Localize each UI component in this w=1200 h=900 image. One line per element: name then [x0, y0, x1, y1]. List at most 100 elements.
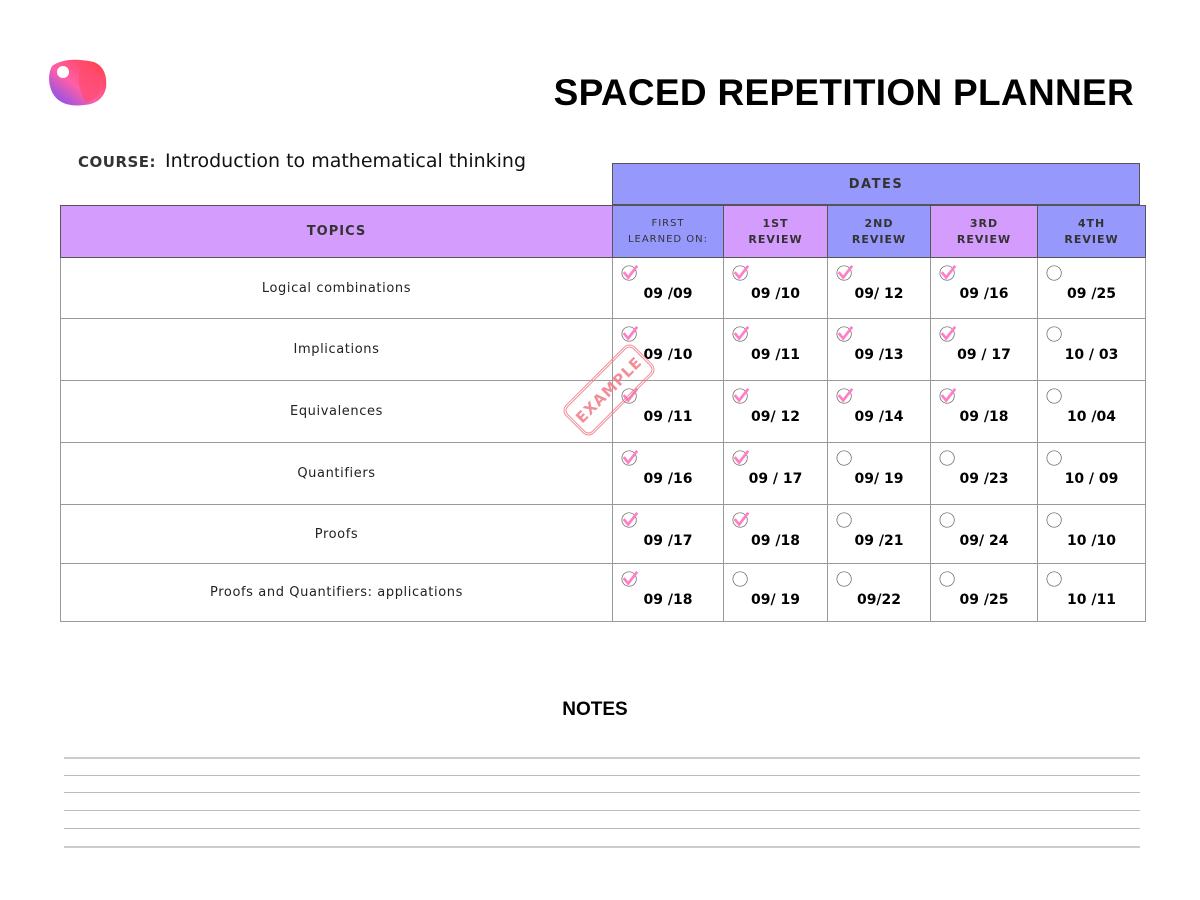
date-cell: 09 /10 [612, 318, 724, 381]
checked-circle-icon[interactable] [621, 570, 639, 588]
empty-circle-icon[interactable] [1046, 387, 1064, 405]
date-cell: 09 /25 [1037, 257, 1146, 319]
date-cell: 09 /09 [612, 257, 724, 319]
column-header-line1: 2ND [864, 216, 894, 230]
note-line [64, 757, 1140, 759]
date-cell: 09 /18 [723, 504, 828, 564]
checked-circle-icon[interactable] [732, 264, 750, 282]
column-header: 1ST REVIEW [723, 205, 828, 258]
checked-circle-icon[interactable] [732, 511, 750, 529]
date-cell: 09 /11 [612, 380, 724, 443]
topic-cell: Equivalences [60, 380, 613, 443]
date-cell: 09 /18 [930, 380, 1038, 443]
checked-circle-icon[interactable] [836, 387, 854, 405]
review-date: 09 /18 [751, 533, 800, 549]
topic-cell: Implications [60, 318, 613, 381]
empty-circle-icon[interactable] [1046, 325, 1064, 343]
review-date: 09 /16 [959, 286, 1009, 302]
empty-circle-icon[interactable] [1046, 511, 1064, 529]
empty-circle-icon[interactable] [939, 511, 957, 529]
date-cell: 09 /14 [827, 380, 931, 443]
date-cell: 09 /18 [612, 563, 724, 622]
review-date: 09 /17 [643, 533, 693, 549]
empty-circle-icon[interactable] [939, 570, 957, 588]
review-date: 09 /25 [959, 592, 1009, 608]
empty-circle-icon[interactable] [1046, 449, 1064, 467]
review-date: 09/ 19 [854, 471, 904, 487]
date-cell: 09/ 12 [723, 380, 828, 443]
date-cell: 09 /10 [723, 257, 828, 319]
review-date: 09 /16 [643, 471, 693, 487]
date-cell: 10 /10 [1037, 504, 1146, 564]
checked-circle-icon[interactable] [621, 387, 639, 405]
table-row: Implications 09 /10 09 /11 09 /13 09 / 17 10 … [60, 318, 1146, 381]
date-cell: 09 /11 [723, 318, 828, 381]
checked-circle-icon[interactable] [939, 387, 957, 405]
review-date: 09/22 [856, 592, 902, 608]
logo [49, 59, 107, 106]
checked-circle-icon[interactable] [621, 325, 639, 343]
date-cell: 10 /04 [1037, 380, 1146, 443]
checked-circle-icon[interactable] [621, 264, 639, 282]
table-row: Logical combinations 09 /09 09 /10 09/ 12 09… [60, 257, 1146, 319]
note-line [64, 792, 1140, 793]
date-cell: 09 /21 [827, 504, 931, 564]
date-cell: 09/22 [827, 563, 931, 622]
checked-circle-icon[interactable] [732, 387, 750, 405]
checked-circle-icon[interactable] [836, 264, 854, 282]
empty-circle-icon[interactable] [836, 511, 854, 529]
checked-circle-icon[interactable] [836, 325, 854, 343]
column-header: 3RD REVIEW [930, 205, 1038, 258]
table-row: Equivalences 09 /11 09/ 12 09 /14 09 /18 10 /… [60, 380, 1146, 443]
review-date: 09 /11 [751, 347, 800, 363]
empty-circle-icon[interactable] [1046, 264, 1064, 282]
date-cell: 09 /16 [612, 442, 724, 505]
checked-circle-icon[interactable] [732, 449, 750, 467]
note-line [64, 846, 1140, 848]
checked-circle-icon[interactable] [621, 511, 639, 529]
note-line [64, 810, 1140, 811]
checked-circle-icon[interactable] [939, 325, 957, 343]
review-date: 10 /04 [1067, 409, 1116, 425]
checked-circle-icon[interactable] [621, 449, 639, 467]
review-date: 10 / 09 [1064, 471, 1119, 487]
review-date: 09 /10 [643, 347, 693, 363]
review-date: 09/ 12 [854, 286, 904, 302]
empty-circle-icon[interactable] [836, 449, 854, 467]
column-header-line1: 3RD [969, 216, 999, 230]
table-row: Quantifiers 09 /16 09 / 17 09/ 19 09 /23 10 /… [60, 442, 1146, 505]
review-date: 10 / 03 [1064, 347, 1119, 363]
review-date: 09 /18 [959, 409, 1009, 425]
review-date: 09 /25 [1067, 286, 1116, 302]
notes-title: NOTES [562, 699, 628, 720]
date-cell: 09/ 24 [930, 504, 1038, 564]
empty-circle-icon[interactable] [1046, 570, 1064, 588]
date-cell: 09 / 17 [930, 318, 1038, 381]
checked-circle-icon[interactable] [732, 325, 750, 343]
review-date: 09 /13 [854, 347, 904, 363]
empty-circle-icon[interactable] [939, 449, 957, 467]
topic-cell: Proofs [60, 504, 613, 564]
date-cell: 09 /23 [930, 442, 1038, 505]
review-date: 09 / 17 [748, 471, 803, 487]
date-cell: 09/ 19 [723, 563, 828, 622]
column-header-line1: 1ST [762, 216, 789, 230]
topic-cell: Logical combinations [60, 257, 613, 319]
empty-circle-icon[interactable] [732, 570, 750, 588]
column-header-line2: REVIEW [956, 232, 1012, 246]
review-date: 09/ 12 [751, 409, 800, 425]
review-date: 09 /10 [751, 286, 800, 302]
checked-circle-icon[interactable] [939, 264, 957, 282]
page-title: SPACED REPETITION PLANNER [553, 72, 1134, 113]
review-date: 10 /11 [1067, 592, 1116, 608]
course-label: COURSE: [78, 153, 157, 171]
table-row: Proofs 09 /17 09 /18 09 /21 09/ 24 10 /10 [60, 504, 1146, 564]
column-header-line2: REVIEW [748, 232, 803, 246]
column-header-line2: LEARNED ON: [627, 233, 709, 245]
review-date: 09 /18 [643, 592, 693, 608]
topic-cell: Proofs and Quantifiers: applications [60, 563, 613, 622]
date-cell: 09 /16 [930, 257, 1038, 319]
date-cell: 09 / 17 [723, 442, 828, 505]
empty-circle-icon[interactable] [836, 570, 854, 588]
